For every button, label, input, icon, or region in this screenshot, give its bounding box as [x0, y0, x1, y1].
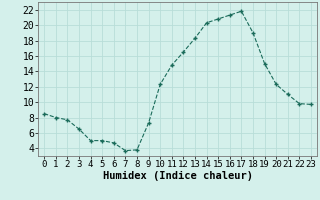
X-axis label: Humidex (Indice chaleur): Humidex (Indice chaleur)	[103, 171, 252, 181]
